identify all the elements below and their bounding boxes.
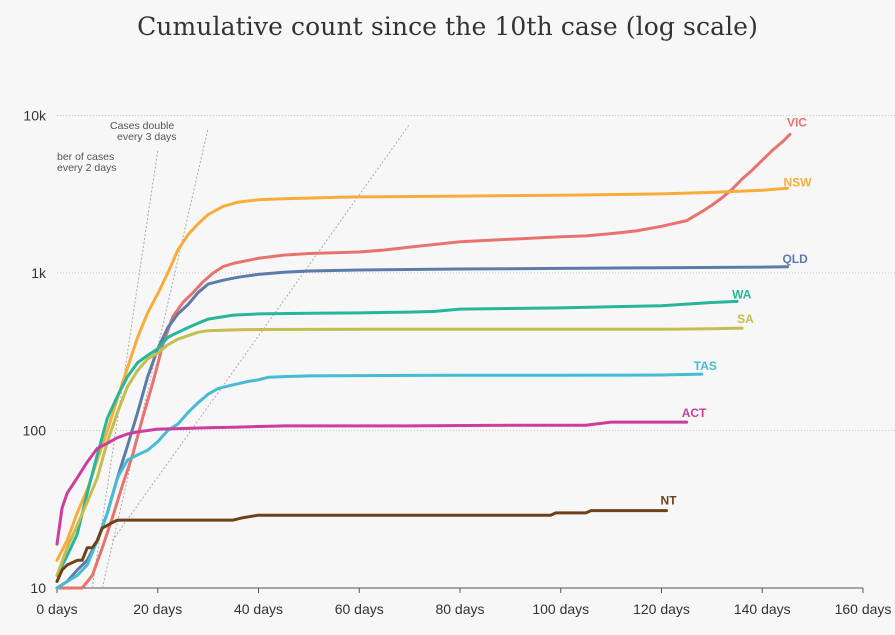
- series-line-sa: [55, 326, 744, 577]
- x-tick-label: 100 days: [532, 601, 589, 617]
- series-label-wa: WA: [732, 287, 752, 301]
- x-tick-label: 0 days: [36, 601, 77, 617]
- guide-label-3-days: every 3 days: [117, 131, 177, 143]
- guide-label-mask: [0, 148, 57, 176]
- axes: 10 100 1k 10k 0 days 20 days 40 days 60 days 80 …: [23, 108, 892, 618]
- x-tick-label: 120 days: [633, 601, 690, 617]
- chart-title: Cumulative count since the 10th case (lo…: [137, 12, 758, 41]
- series-label-tas: TAS: [694, 359, 717, 373]
- series-line-act: [55, 420, 689, 546]
- y-tick-label: 10: [30, 580, 46, 596]
- x-tick-label: 140 days: [734, 601, 791, 617]
- series-line-wa: [55, 299, 739, 577]
- series-label-act: ACT: [682, 406, 707, 420]
- series-line-nt: [55, 509, 668, 583]
- y-tick-label: 100: [23, 423, 47, 439]
- series-label-vic: VIC: [787, 115, 807, 129]
- y-tick-label: 10k: [23, 108, 47, 124]
- x-tick-label: 20 days: [133, 601, 182, 617]
- doubling-guide-line: [91, 150, 159, 589]
- series-label-qld: QLD: [782, 252, 808, 266]
- series-labels: VIC NSW QLD WA SA TAS ACT NT: [661, 115, 813, 507]
- series-line-tas: [55, 372, 704, 590]
- guide-label-2-days: ber of cases: [57, 151, 114, 163]
- series-label-sa: SA: [737, 312, 754, 326]
- doubling-guide-line: [101, 128, 209, 589]
- guide-label-3-days: Cases double: [110, 120, 174, 132]
- guide-label-2-days: every 2 days: [57, 162, 117, 174]
- x-tick-label: 40 days: [234, 601, 283, 617]
- x-tick-label: 160 days: [835, 601, 892, 617]
- doubling-guide-line: [112, 123, 411, 541]
- x-tick-label: 80 days: [435, 601, 484, 617]
- grid-lines: [57, 115, 895, 431]
- x-tick-label: 60 days: [335, 601, 384, 617]
- y-tick-label: 1k: [31, 265, 47, 281]
- series-lines: [55, 132, 792, 590]
- series-label-nsw: NSW: [783, 175, 812, 189]
- series-label-nt: NT: [661, 494, 678, 508]
